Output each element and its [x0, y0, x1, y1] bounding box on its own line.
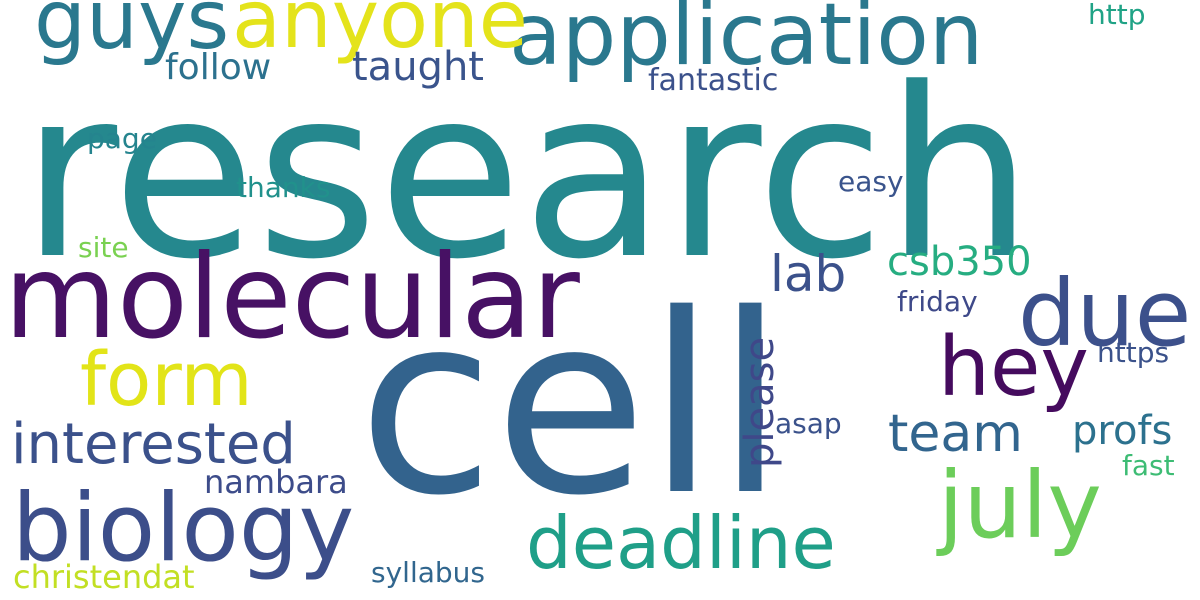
- word-molecular: molecular: [4, 230, 580, 365]
- word-due: due: [1018, 260, 1192, 367]
- word-christendat: christendat: [13, 558, 195, 596]
- word-form: form: [80, 337, 253, 423]
- word-follow: follow: [165, 47, 272, 88]
- word-asap: asap: [775, 407, 842, 440]
- word-hey: hey: [938, 320, 1089, 415]
- word-interested: interested: [11, 412, 296, 477]
- word-easy: easy: [838, 165, 904, 198]
- word-friday: friday: [897, 285, 978, 318]
- word-fantastic: fantastic: [648, 63, 779, 98]
- word-biology: biology: [12, 474, 355, 583]
- word-research: research: [21, 39, 1034, 311]
- word-http: http: [1088, 0, 1146, 31]
- word-https: https: [1097, 336, 1170, 369]
- word-syllabus: syllabus: [371, 556, 485, 589]
- word-site: site: [78, 231, 129, 264]
- word-cell: cell: [358, 262, 785, 550]
- word-guys: guys: [34, 0, 230, 68]
- word-lab: lab: [770, 245, 847, 303]
- word-taught: taught: [352, 44, 484, 90]
- word-profs: profs: [1072, 408, 1173, 454]
- word-page: page: [87, 122, 157, 155]
- word-please: please: [737, 336, 783, 468]
- word-application: application: [509, 0, 984, 85]
- word-thanks: thanks: [236, 171, 331, 204]
- word-csb350: csb350: [887, 239, 1032, 285]
- word-july: july: [938, 452, 1102, 559]
- word-fast: fast: [1122, 449, 1175, 482]
- word-nambara: nambara: [204, 463, 348, 501]
- word-deadline: deadline: [526, 501, 836, 585]
- word-team: team: [888, 404, 1023, 464]
- word-anyone: anyone: [232, 0, 528, 66]
